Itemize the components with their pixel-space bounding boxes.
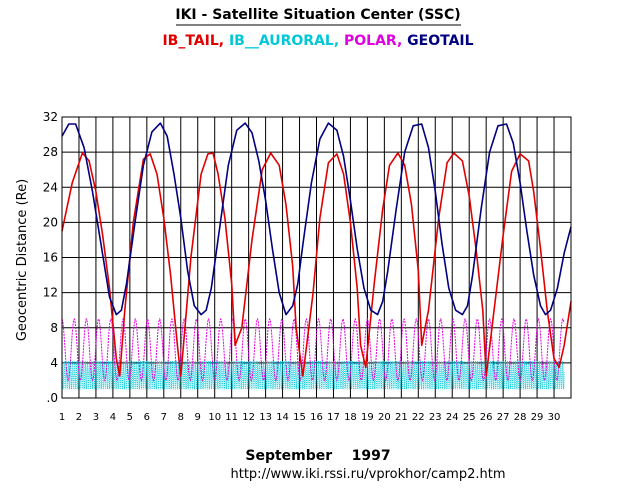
series-layer <box>61 122 572 390</box>
x-tick-label: 3 <box>93 412 99 423</box>
x-tick-label: 2 <box>76 412 82 423</box>
y-tick-label: 16 <box>43 251 58 265</box>
y-tick-label: 8 <box>50 321 58 335</box>
y-tick-label: 12 <box>43 286 58 300</box>
x-tick-label: 20 <box>378 412 391 423</box>
y-tick-label: 32 <box>43 110 58 124</box>
x-tick-label: 12 <box>242 412 255 423</box>
x-tick-label: 22 <box>412 412 425 423</box>
x-tick-label: 21 <box>395 412 408 423</box>
y-axis-ticks: .0 4 8 12 16 20 24 28 32 <box>43 110 58 405</box>
y-tick-label: .0 <box>47 391 58 405</box>
x-tick-label: 10 <box>208 412 221 423</box>
series-line <box>61 122 572 316</box>
x-tick-label: 13 <box>259 412 272 423</box>
series-line <box>61 152 572 377</box>
x-tick-label: 24 <box>446 412 459 423</box>
x-tick-label: 7 <box>161 412 167 423</box>
x-axis-ticks: 1 2 3 4 5 6 7 8 9 10 11 12 13 14 15 16 17 18 19 20 21 22 23 24 2… <box>59 412 561 423</box>
x-tick-label: 15 <box>293 412 306 423</box>
x-tick-label: 23 <box>429 412 442 423</box>
x-tick-label: 11 <box>225 412 238 423</box>
x-tick-label: 19 <box>361 412 374 423</box>
x-axis-label: September 1997 <box>245 448 390 464</box>
x-tick-label: 30 <box>548 412 561 423</box>
legend-entry: GEOTAIL <box>402 33 473 49</box>
y-tick-label: 24 <box>43 180 58 194</box>
y-tick-label: 28 <box>43 145 58 159</box>
y-tick-label: 4 <box>50 356 58 370</box>
x-tick-label: 18 <box>344 412 357 423</box>
x-tick-label: 4 <box>110 412 116 423</box>
x-tick-label: 29 <box>531 412 544 423</box>
footer-url: http://www.iki.rssi.ru/vprokhor/camp2.ht… <box>231 467 506 482</box>
legend-entry: IB_TAIL, <box>162 33 224 49</box>
series-line <box>61 317 565 382</box>
series-line <box>61 361 565 390</box>
x-tick-label: 17 <box>327 412 340 423</box>
x-tick-label: 28 <box>514 412 527 423</box>
y-tick-label: 20 <box>43 215 58 229</box>
y-axis-label: Geocentric Distance (Re) <box>15 179 30 341</box>
x-tick-label: 8 <box>178 412 184 423</box>
x-tick-label: 27 <box>497 412 510 423</box>
legend-line: IB_TAIL, IB__AURORAL, POLAR, GEOTAIL <box>162 33 473 49</box>
legend: IB_TAIL, IB__AURORAL, POLAR, GEOTAIL <box>162 33 473 49</box>
x-tick-label: 26 <box>480 412 493 423</box>
x-tick-label: 1 <box>59 412 65 423</box>
chart-title: IKI - Satellite Situation Center (SSC) <box>175 7 460 23</box>
x-tick-label: 9 <box>195 412 201 423</box>
plot-frame <box>61 116 572 399</box>
x-tick-label: 5 <box>127 412 133 423</box>
x-tick-label: 25 <box>463 412 476 423</box>
x-tick-label: 14 <box>276 412 289 423</box>
legend-entry: POLAR, <box>339 33 402 49</box>
x-tick-label: 6 <box>144 412 150 423</box>
legend-entry: IB__AURORAL, <box>224 33 339 49</box>
x-tick-label: 16 <box>310 412 323 423</box>
